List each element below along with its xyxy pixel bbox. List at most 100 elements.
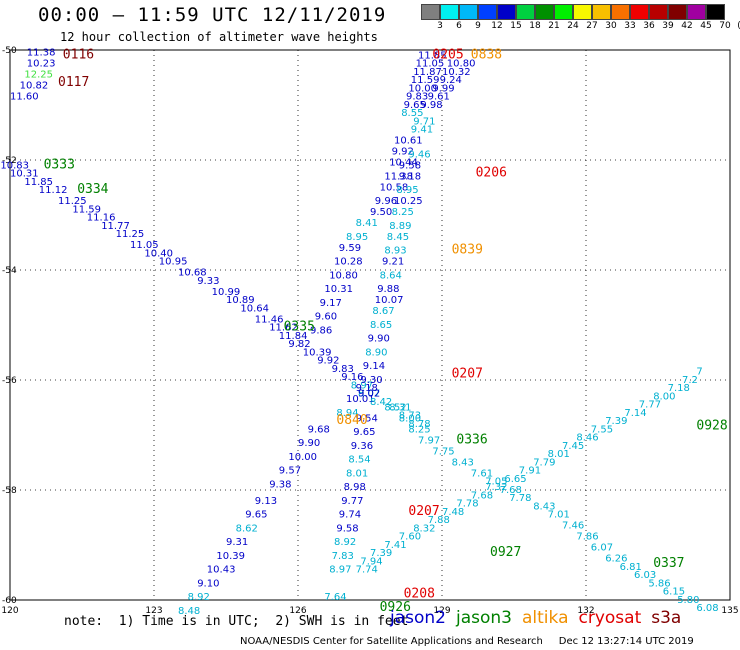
swh-value: 10.01: [346, 394, 375, 405]
swh-value: 7.45: [562, 441, 584, 452]
swh-value: 11.05: [130, 240, 159, 251]
swh-value: 7.64: [324, 592, 346, 603]
swh-value: 10.28: [334, 257, 363, 268]
legend-level-label: 36: [643, 21, 655, 31]
legend-level-label: 42: [681, 21, 693, 31]
swh-value: 9.02: [358, 389, 380, 400]
swh-value: 9.96: [375, 196, 397, 207]
swh-value: 10.58: [380, 182, 409, 193]
swh-value: 10.44: [389, 158, 418, 169]
swh-value: 10.80: [447, 59, 476, 70]
satellite-legend-item: cryosat: [578, 608, 642, 628]
swh-value: 9.82: [288, 339, 310, 350]
swh-value: 9.58: [336, 523, 358, 534]
swh-value: 11.16: [87, 213, 116, 224]
swh-value: 6.08: [696, 603, 718, 614]
swh-value: 7.05: [485, 477, 507, 488]
pass-time-label: 0205: [432, 47, 463, 62]
pass-time-label: 0117: [58, 75, 89, 90]
pass-time-label: 0334: [77, 182, 108, 197]
swh-value: 8.01: [346, 468, 368, 479]
swh-value: 10.00: [288, 452, 317, 463]
swh-value: 11.85: [418, 50, 447, 61]
swh-value: 8.54: [348, 455, 370, 466]
swh-value: 9.61: [428, 92, 450, 103]
swh-value: 7.75: [432, 446, 454, 457]
map-title: 00:00 – 11:59 UTC 12/11/2019: [38, 4, 387, 26]
latitude-tick-label: -54: [2, 266, 17, 276]
swh-value: 7.77: [639, 400, 661, 411]
legend-swatch: [573, 4, 592, 20]
swh-value: 11.87: [413, 67, 442, 78]
swh-value: 8.95: [396, 185, 418, 196]
pass-time-label: 0838: [471, 47, 502, 62]
swh-value: 7.60: [399, 532, 421, 543]
swh-value: 7.68: [471, 490, 493, 501]
swh-value: 10.61: [394, 136, 423, 147]
swh-value: 7.01: [548, 510, 570, 521]
swh-value: 11.59: [411, 75, 440, 86]
swh-value: 8.78: [408, 419, 430, 430]
latitude-tick-label: -56: [2, 376, 17, 386]
swh-value: 7.97: [418, 435, 440, 446]
swh-value: 9.92: [392, 147, 414, 158]
swh-value: 9.24: [440, 75, 462, 86]
latitude-tick-label: -58: [2, 486, 17, 496]
legend-swatch: [554, 4, 573, 20]
swh-value: 8.92: [334, 537, 356, 548]
swh-value: 8.43: [533, 501, 555, 512]
swh-value: 11.46: [255, 314, 284, 325]
swh-value: 8.00: [399, 413, 421, 424]
legend-level-label: 70: [719, 21, 731, 31]
swh-value: 9.14: [363, 361, 385, 372]
swh-value: 7: [696, 367, 702, 378]
legend-swatch: [668, 4, 687, 20]
swh-value: 6.07: [591, 543, 613, 554]
satellite-legend-item: s3a: [651, 608, 682, 628]
swh-value: 8.90: [365, 347, 387, 358]
swh-value: 9.92: [317, 356, 339, 367]
legend-level-label: 33: [624, 21, 636, 31]
swh-value: 8.67: [372, 306, 394, 317]
swh-value: 8.97: [351, 380, 373, 391]
legend-swatch: [649, 4, 668, 20]
longitude-tick-label: 135: [721, 606, 738, 616]
legend-swatch: [687, 4, 706, 20]
swh-value: 9.90: [368, 334, 390, 345]
pass-time-label: 0116: [63, 47, 94, 62]
pass-time-label: 0208: [404, 586, 435, 601]
legend-swatch: [459, 4, 478, 20]
swh-value: 9.41: [411, 125, 433, 136]
swh-value: 10.25: [394, 196, 423, 207]
swh-value: 9.68: [308, 424, 330, 435]
swh-value: 8.64: [380, 270, 402, 281]
longitude-tick-label: 120: [1, 606, 18, 616]
swh-value: 9.16: [341, 372, 363, 383]
swh-value: 9.90: [298, 438, 320, 449]
satellite-legend-item: altika: [522, 608, 569, 628]
legend-level-label: 3: [437, 21, 443, 31]
swh-value: 10.43: [207, 565, 236, 576]
legend-swatch: [592, 4, 611, 20]
swh-value: 9.58: [399, 160, 421, 171]
legend-level-label: (ft): [734, 21, 740, 31]
swh-value: 10.99: [212, 287, 241, 298]
swh-value: 9.83: [406, 92, 428, 103]
swh-value: 8.46: [576, 433, 598, 444]
swh-value: 8.07: [358, 389, 380, 400]
swh-value: 9.65: [245, 510, 267, 521]
swh-value: 9.46: [408, 149, 430, 160]
swh-value: 8.31: [389, 402, 411, 413]
swh-value: 7.78: [509, 493, 531, 504]
swh-value: 9.13: [255, 496, 277, 507]
swh-value: 8.52: [384, 402, 406, 413]
swh-value: 7.32: [485, 482, 507, 493]
swh-value: 9.57: [279, 466, 301, 477]
swh-value: 10.68: [178, 268, 207, 279]
pass-time-label: 0333: [44, 157, 75, 172]
swh-value: 7.48: [442, 507, 464, 518]
swh-value: 11.38: [27, 48, 56, 59]
swh-value: 8.73: [399, 411, 421, 422]
legend-swatch: [497, 4, 516, 20]
